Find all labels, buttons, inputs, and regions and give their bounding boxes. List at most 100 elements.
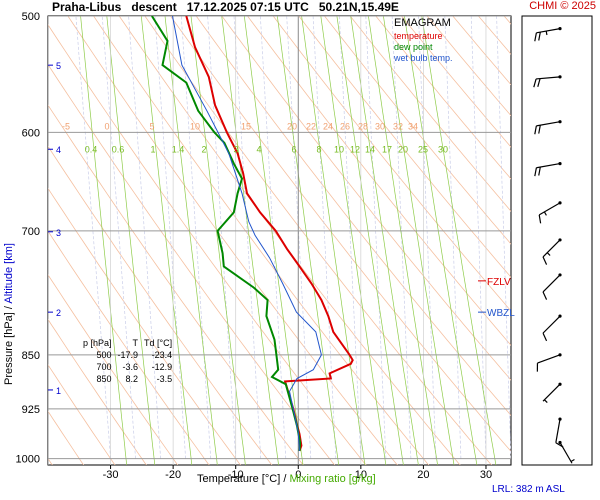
wind-barb-feather (538, 166, 541, 176)
sounding-datetime: 17.12.2025 07:15 UTC (186, 0, 309, 14)
mixing-ratio-line (320, 16, 387, 465)
x-tick-label: 30 (480, 469, 492, 481)
wind-barb (542, 238, 562, 265)
grid-layer (48, 16, 511, 465)
dry-adiabat (48, 364, 116, 465)
wind-barb-feather (534, 167, 537, 177)
dry-adiabat (118, 16, 461, 465)
pressure-tick-label: 600 (22, 127, 40, 139)
wind-barb-station (558, 238, 562, 242)
pressure-tick-label: 700 (22, 226, 40, 238)
moist-adiabat (444, 16, 462, 459)
wind-barb (538, 201, 562, 224)
dry-adiabat (195, 16, 511, 417)
wind-barb-shaft (542, 274, 561, 293)
wind-barb-station (558, 201, 562, 205)
wind-barb-feather (534, 125, 537, 135)
wind-barb (536, 353, 562, 372)
wind-barb-half-feather (570, 459, 575, 463)
legend: EMAGRAM temperature dew point wet bulb t… (394, 18, 494, 64)
wind-barb (534, 27, 562, 42)
wind-barb-feather (538, 125, 541, 134)
mixing-ratio-line (421, 16, 497, 465)
moist-adiabat (154, 16, 186, 459)
mixing-ratio-line (140, 16, 193, 465)
sounding-coords: 50.21N,15.49E (318, 0, 399, 14)
wind-barb-shaft (542, 383, 561, 402)
table-cell: 700 (96, 362, 112, 372)
wind-barb-shaft (537, 354, 561, 364)
mixing-ratio-line (368, 16, 438, 465)
x-axis-caption: Temperature [°C] / Mixing ratio [g/kg] (197, 473, 376, 485)
mixing-ratio-label: 8 (316, 144, 321, 154)
wind-barb-station (558, 273, 562, 277)
theta-label: 30 (375, 121, 385, 131)
mixing-ratio-line (404, 16, 478, 465)
legend-temperature: temperature (394, 31, 443, 41)
mixing-ratio-label: 4 (256, 144, 261, 154)
mixing-ratio-label: 1.4 (172, 144, 185, 154)
table-row: 500 -17.9 -23.4 (80, 349, 175, 361)
table-cell: -3.5 (156, 374, 173, 384)
dry-adiabat (67, 16, 398, 465)
wind-barb-station (558, 440, 562, 445)
pressure-tick-label: 850 (22, 350, 40, 362)
x-tick-label: -10 (228, 469, 244, 481)
dry-adiabat (93, 16, 430, 465)
mixing-ratio-line (190, 16, 246, 465)
wind-barb (542, 273, 562, 300)
mixing-ratio-line (350, 16, 419, 465)
wind-barb-station (558, 120, 562, 124)
table-cell: 850 (96, 374, 112, 384)
mixing-ratio-label: 1 (150, 144, 155, 154)
mixing-ratio-line (301, 16, 366, 465)
dry-adiabat (247, 16, 511, 346)
dew-point-profile (151, 16, 302, 451)
wind-barb-feather (542, 332, 548, 342)
mixing-ratio-line (164, 16, 218, 465)
altitude-tick-label: 5 (56, 61, 61, 71)
wind-barb (534, 120, 562, 135)
station-name: Praha-Libus (52, 0, 122, 14)
table-header-p: p [hPa] (83, 338, 112, 348)
x-tick-label: -30 (103, 469, 119, 481)
x-tick-label: 20 (417, 469, 429, 481)
theta-label: 34 (408, 121, 418, 131)
wind-barb-feather (538, 32, 541, 41)
dry-adiabat (48, 104, 304, 465)
dry-adiabat (144, 16, 492, 465)
moist-adiabat (470, 16, 487, 459)
lrl-label: LRL: 382 m ASL (492, 484, 565, 495)
wind-barb-shaft (555, 419, 561, 443)
table-cell: -23.4 (151, 350, 173, 360)
moist-adiabat (418, 16, 437, 459)
moist-adiabat (496, 16, 511, 459)
theta-label: 20 (287, 121, 297, 131)
wind-barb-feather (533, 78, 537, 88)
theta-label: 0 (104, 121, 109, 131)
dry-adiabat (221, 16, 511, 381)
dry-adiabat (48, 318, 147, 465)
theta-label: 32 (393, 121, 403, 131)
table-row: 700 -3.6 -12.9 (80, 361, 175, 373)
wind-barb (533, 75, 562, 88)
wind-barb-shaft (542, 239, 561, 258)
theta-label: 26 (340, 121, 350, 131)
altitude-tick-label: 2 (56, 308, 61, 318)
altitude-tick-label: 4 (56, 145, 61, 155)
wind-barb-feather (538, 214, 542, 224)
dry-adiabat (426, 16, 511, 117)
wind-panel (521, 15, 593, 466)
mixing-ratio-label: 2 (201, 144, 206, 154)
mixing-ratio-label: 12 (350, 144, 360, 154)
mixing-ratio-label: 6 (291, 144, 296, 154)
theta-label: -5 (62, 121, 70, 131)
mixing-ratio-label: 20 (398, 144, 408, 154)
x-axis-temp-label: Temperature [°C] (197, 473, 281, 485)
moist-adiabat (75, 16, 111, 459)
wind-barb-half-feather (546, 252, 551, 256)
wind-barb-station (558, 417, 562, 421)
wind-barb-feather (534, 32, 537, 42)
x-tick-label: -20 (165, 469, 181, 481)
values-table: p [hPa] T Td [°C] 500 -17.9 -23.4 700 -3… (80, 337, 175, 385)
